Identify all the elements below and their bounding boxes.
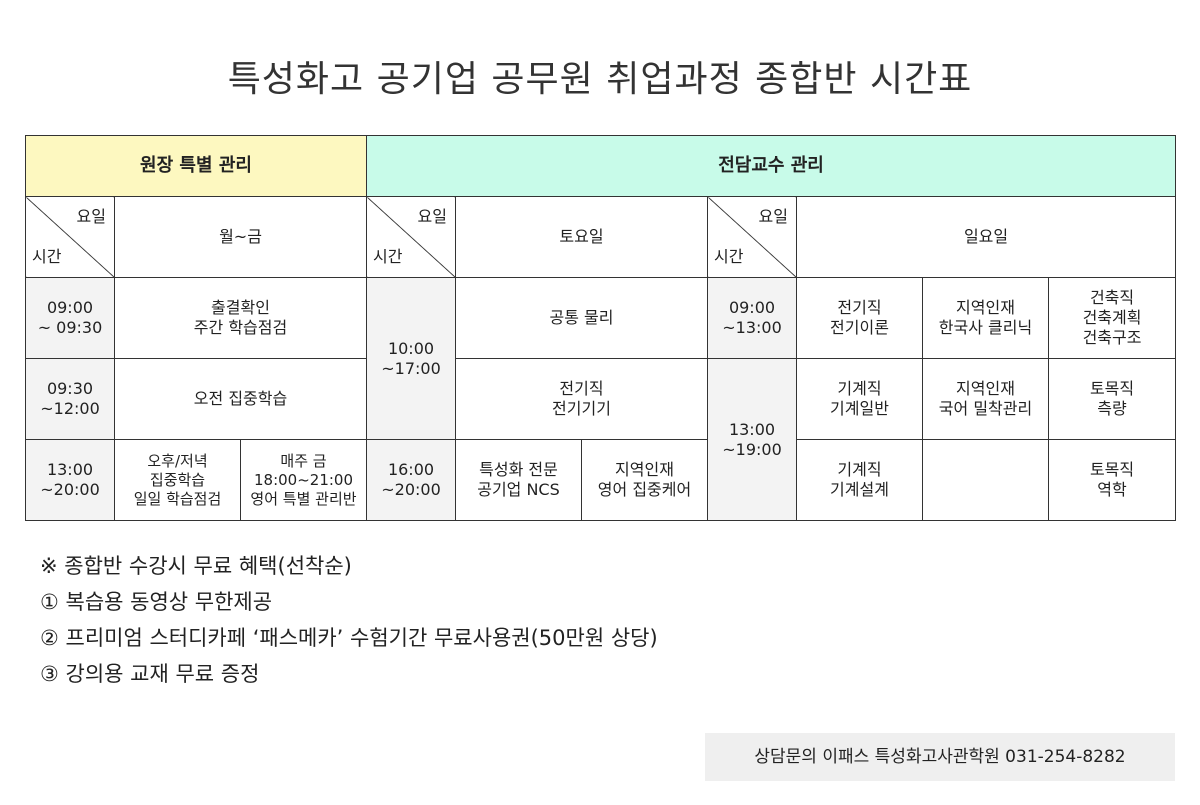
sunday-class-mechanical-general: 기계직 기계일반	[796, 358, 923, 440]
benefit-item-3: ③ 강의용 교재 무료 증정	[40, 662, 260, 686]
sunday-class-korean-history: 지역인재 한국사 클리닉	[922, 277, 1049, 359]
saturday-class-english-care: 지역인재 영어 집중케어	[581, 439, 708, 521]
contact-info: 상담문의 이패스 특성화고사관학원 031-254-8282	[705, 733, 1175, 781]
page-title: 특성화고 공기업 공무원 취업과정 종합반 시간표	[227, 59, 973, 100]
weekday-class-english-friday: 매주 금 18:00~21:00 영어 특별 관리반	[240, 439, 367, 521]
header-director-management: 원장 특별 관리	[25, 135, 367, 197]
sunday-class-architecture: 건축직 건축계획 건축구조	[1047, 277, 1177, 359]
day-saturday: 토요일	[455, 196, 708, 278]
weekday-class-attendance: 출결확인 주간 학습점검	[114, 277, 367, 359]
benefit-item-2: ② 프리미엄 스터디카페 ‘패스메카’ 수험기간 무료사용권(50만원 상당)	[40, 626, 658, 650]
benefit-notes: ※ 종합반 수강시 무료 혜택(선착순) ① 복습용 동영상 무한제공 ② 프리…	[40, 548, 658, 692]
sunday-time-1: 09:00 ~13:00	[707, 277, 797, 359]
sunday-class-mechanical-design: 기계직 기계설계	[796, 439, 923, 521]
day-label: 요일	[76, 207, 106, 226]
saturday-class-ncs: 특성화 전문 공기업 NCS	[455, 439, 582, 521]
weekday-class-morning-study: 오전 집중학습	[114, 358, 367, 440]
day-sunday: 일요일	[795, 196, 1177, 278]
weekday-time-2: 09:30 ~12:00	[25, 358, 115, 440]
saturday-class-physics: 공통 물리	[455, 277, 708, 359]
sunday-class-mechanics: 토목직 역학	[1047, 439, 1177, 521]
weekday-time-3: 13:00 ~20:00	[25, 439, 115, 521]
header-professor-management: 전담교수 관리	[365, 135, 1177, 197]
schedule-table: 원장 특별 관리 전담교수 관리 요일 시간 월~금 요일 시간 토요일 요일 …	[25, 135, 1177, 521]
day-label: 요일	[758, 207, 788, 226]
sunday-time-2: 13:00 ~19:00	[707, 358, 797, 521]
diagonal-header-saturday: 요일 시간	[366, 196, 456, 278]
weekday-class-evening-study: 오후/저녁 집중학습 일일 학습점검	[114, 439, 241, 521]
saturday-time-1: 10:00 ~17:00	[366, 277, 456, 440]
weekday-time-1: 09:00 ~ 09:30	[25, 277, 115, 359]
saturday-time-2: 16:00 ~20:00	[366, 439, 456, 521]
sunday-class-surveying: 토목직 측량	[1047, 358, 1177, 440]
diagonal-header-sunday: 요일 시간	[707, 196, 797, 278]
sunday-class-empty	[922, 439, 1049, 521]
benefit-heading: ※ 종합반 수강시 무료 혜택(선착순)	[40, 554, 352, 578]
benefit-item-1: ① 복습용 동영상 무한제공	[40, 590, 273, 614]
saturday-class-electric-machines: 전기직 전기기기	[455, 358, 708, 440]
time-label: 시간	[714, 247, 744, 266]
day-label: 요일	[417, 207, 447, 226]
sunday-class-electric-theory: 전기직 전기이론	[796, 277, 923, 359]
time-label: 시간	[373, 247, 403, 266]
diagonal-header-weekday: 요일 시간	[25, 196, 115, 278]
time-label: 시간	[32, 247, 62, 266]
day-weekday: 월~금	[114, 196, 367, 278]
sunday-class-korean-language: 지역인재 국어 밀착관리	[922, 358, 1049, 440]
